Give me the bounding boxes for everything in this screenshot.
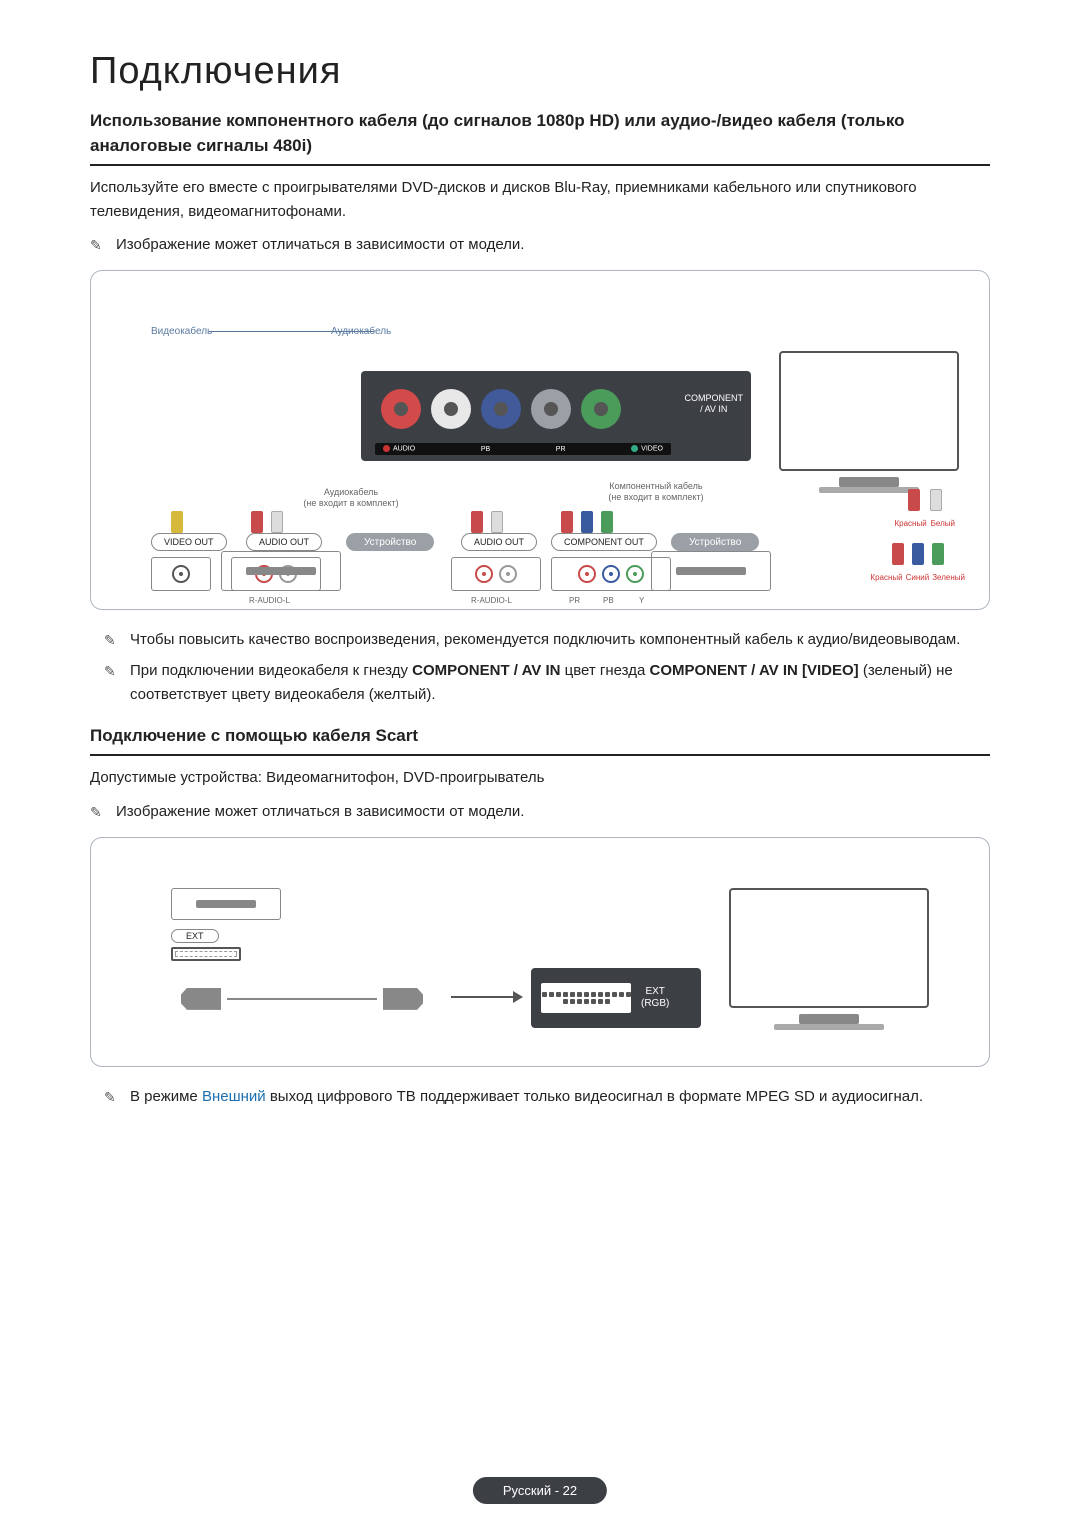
figure-scart: EXT EXT (RGB) xyxy=(90,837,990,1067)
port-sub-y: Y xyxy=(639,596,644,605)
section1-note2: ✎ Чтобы повысить качество воспроизведени… xyxy=(104,628,990,651)
plug-icon xyxy=(930,489,942,511)
port-label-video-out: VIDEO OUT xyxy=(151,533,227,551)
label-white: Белый xyxy=(931,519,955,528)
plug-icon xyxy=(471,511,483,533)
jack-pb xyxy=(481,389,521,429)
panel-label: COMPONENT/ AV IN xyxy=(685,393,744,415)
scart-port-icon xyxy=(171,947,241,961)
scart-cable-icon xyxy=(181,988,441,1018)
label-red: Красный xyxy=(894,519,926,528)
tv-monitor-icon xyxy=(779,351,959,501)
page-title: Подключения xyxy=(90,50,990,93)
note-text: В режиме Внешний выход цифрового ТВ подд… xyxy=(130,1088,923,1105)
jack-y-video xyxy=(581,389,621,429)
port-label-audio-out: AUDIO OUT xyxy=(246,533,322,551)
tv-back-panel: COMPONENT/ AV IN AUDIO PB PR VIDEO xyxy=(361,371,751,461)
port-box-video-out xyxy=(151,557,211,591)
leader-line xyxy=(209,331,374,332)
device-icon xyxy=(221,551,341,591)
tv-scart-port: EXT (RGB) xyxy=(531,968,701,1028)
label-green: Зеленый xyxy=(932,573,965,582)
section1-note3: ✎ При подключении видеокабеля к гнезду C… xyxy=(104,659,990,706)
note-icon: ✎ xyxy=(104,630,116,652)
port-sub-pb: PB xyxy=(603,596,614,605)
device-label: Устройство xyxy=(346,533,434,551)
port-box-audio-out xyxy=(451,557,541,591)
plug-icon xyxy=(912,543,924,565)
section1-heading: Использование компонентного кабеля (до с… xyxy=(90,109,990,166)
jack-row xyxy=(381,389,621,429)
plug-icon xyxy=(561,511,573,533)
section2-note1: ✎ Изображение может отличаться в зависим… xyxy=(90,800,990,823)
note-icon: ✎ xyxy=(104,1087,116,1109)
tv-monitor-icon xyxy=(729,888,929,1038)
plug-icon xyxy=(908,489,920,511)
strip-video: VIDEO xyxy=(631,445,663,452)
arrow-icon xyxy=(451,996,521,998)
port-label-audio-out: AUDIO OUT xyxy=(461,533,537,551)
plug-icon xyxy=(491,511,503,533)
ext-rgb-line1: EXT xyxy=(645,986,664,997)
section2-intro: Допустимые устройства: Видеомагнитофон, … xyxy=(90,766,990,789)
jack-audio-r xyxy=(381,389,421,429)
panel-strip: AUDIO PB PR VIDEO xyxy=(375,443,671,455)
section1-note1: ✎ Изображение может отличаться в зависим… xyxy=(90,233,990,256)
plug-icon xyxy=(171,511,183,533)
ext-rgb-line2: (RGB) xyxy=(641,998,669,1009)
plug-icon xyxy=(892,543,904,565)
page-footer: Русский - 22 xyxy=(473,1477,607,1504)
label-audio-not-included: Аудиокабель(не входит в комплект) xyxy=(291,487,411,509)
plug-icon xyxy=(271,511,283,533)
note-text: Изображение может отличаться в зависимос… xyxy=(116,803,524,820)
port-sub-raudio: R-AUDIO-L xyxy=(249,596,290,605)
plug-icon xyxy=(932,543,944,565)
device-icon xyxy=(651,551,771,591)
strip-audio: AUDIO xyxy=(383,445,415,452)
note-text: Изображение может отличаться в зависимос… xyxy=(116,236,524,253)
ext-label: EXT xyxy=(171,929,219,943)
device-label: Устройство xyxy=(671,533,759,551)
plug-icon xyxy=(251,511,263,533)
label-blue: Синий xyxy=(906,573,930,582)
jack-pr xyxy=(531,389,571,429)
note-text: Чтобы повысить качество воспроизведения,… xyxy=(130,631,960,648)
label-red: Красный xyxy=(870,573,902,582)
section2-heading: Подключение с помощью кабеля Scart xyxy=(90,724,990,757)
port-sub-raudio: R-AUDIO-L xyxy=(471,596,512,605)
label-component-not-included: Компонентный кабель(не входит в комплект… xyxy=(591,481,721,503)
note-text: При подключении видеокабеля к гнезду COM… xyxy=(130,662,953,702)
note-icon: ✎ xyxy=(90,802,102,824)
jack-audio-l xyxy=(431,389,471,429)
section2-note2: ✎ В режиме Внешний выход цифрового ТВ по… xyxy=(104,1085,990,1108)
note-icon: ✎ xyxy=(104,661,116,683)
figure-component-av: Видеокабель Аудиокабель COMPONENT/ AV IN… xyxy=(90,270,990,610)
note-icon: ✎ xyxy=(90,235,102,257)
plug-icon xyxy=(601,511,613,533)
plug-icon xyxy=(581,511,593,533)
source-device-icon: EXT xyxy=(171,888,291,958)
blue-keyword: Внешний xyxy=(202,1088,266,1105)
section1-intro: Используйте его вместе с проигрывателями… xyxy=(90,176,990,223)
scart-pins-icon xyxy=(541,983,631,1013)
port-label-component-out: COMPONENT OUT xyxy=(551,533,657,551)
label-videocable: Видеокабель xyxy=(151,326,212,337)
port-sub-pr: PR xyxy=(569,596,580,605)
